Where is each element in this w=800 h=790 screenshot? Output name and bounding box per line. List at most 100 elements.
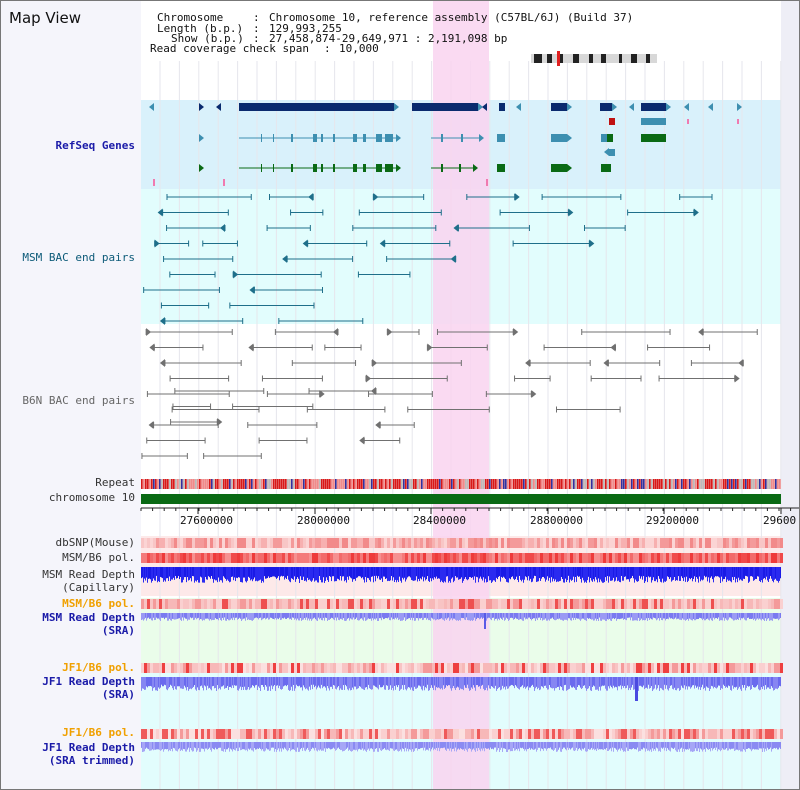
msm-read-depth-sra-bar [407, 613, 408, 620]
msm-read-depth-cap-bar [253, 567, 254, 580]
jf1-b6-pol-heat [363, 663, 366, 673]
msm-read-depth-sra-bar [213, 613, 214, 621]
msm-b6-pol-heat [627, 553, 630, 563]
track-label-jf1-read-depth-trim[interactable]: JF1 Read Depth [42, 741, 135, 754]
jf1-read-depth-trim-bar [740, 742, 741, 752]
dbsnp-heat [573, 538, 576, 548]
msm-read-depth-sra-bar [692, 613, 693, 621]
track-label-msm-bac[interactable]: MSM BAC end pairs [22, 251, 135, 264]
length-key: Length (b.p.) [157, 22, 244, 35]
jf1-read-depth-sra-bar [148, 677, 149, 687]
msm-read-depth-cap-bar [780, 567, 781, 579]
msm-read-depth-cap-bar [719, 567, 720, 578]
dbsnp-heat [720, 538, 723, 548]
dbsnp-heat [480, 538, 483, 548]
jf1-read-depth-sra-bar [145, 677, 146, 690]
msm-read-depth-sra-bar [754, 613, 755, 619]
jf1-read-depth-sra-bar [228, 677, 229, 690]
jf1-read-depth-trim-bar [247, 742, 248, 752]
msm-read-depth-cap-bar [555, 567, 556, 580]
msm-read-depth-cap-bar [489, 567, 490, 581]
track-label-msm-read-depth-sra[interactable]: MSM Read Depth [42, 611, 135, 624]
msm-read-depth-sra-bar [501, 613, 502, 619]
jf1-read-depth-sra-bar [328, 677, 329, 689]
track-label-b6n-bac[interactable]: B6N BAC end pairs [22, 394, 135, 407]
msm-b6-pol-sra-heat [411, 599, 414, 609]
msm-read-depth-cap-bar [194, 567, 195, 583]
msm-b6-pol-sra-heat [744, 599, 747, 609]
msm-b6-pol-heat [738, 553, 741, 563]
msm-read-depth-sra-bar [304, 613, 305, 618]
jf1-b6-pol-heat [546, 663, 549, 673]
msm-b6-pol-sra-heat [681, 599, 684, 609]
jf1-read-depth-sra-bar [279, 677, 280, 686]
msm-read-depth-sra-bar [348, 613, 349, 618]
msm-read-depth-cap-bar [709, 567, 710, 583]
dbsnp-heat [747, 538, 750, 548]
repeat-mark [767, 479, 769, 489]
jf1-read-depth-trim-bar [425, 742, 426, 751]
msm-b6-pol-sra-heat [168, 599, 171, 609]
jf1-read-depth-trim-bar [340, 742, 341, 751]
jf1-read-depth-trim-bar [278, 742, 279, 749]
msm-read-depth-sra-bar [640, 613, 641, 621]
msm-read-depth-cap-bar [571, 567, 572, 581]
jf1-b6-pol-trim-heat [621, 729, 624, 739]
jf1-read-depth-trim-bar [586, 742, 587, 752]
track-label-chromosome[interactable]: chromosome 10 [48, 491, 135, 504]
repeat-mark [643, 479, 645, 489]
jf1-read-depth-trim-bar [601, 742, 602, 750]
jf1-b6-pol-trim-heat [309, 729, 312, 739]
jf1-read-depth-sra-bar [571, 677, 572, 688]
track-label-dbsnp[interactable]: dbSNP(Mouse) [55, 536, 135, 549]
jf1-read-depth-trim-bar [520, 742, 521, 748]
track-label-refseq[interactable]: RefSeq Genes [55, 139, 135, 152]
jf1-b6-pol-trim-heat [726, 729, 729, 739]
jf1-b6-pol-trim-heat [765, 729, 768, 739]
jf1-read-depth-sra-bar [779, 677, 780, 686]
jf1-read-depth-trim-bar [229, 742, 230, 752]
jf1-read-depth-trim-bar [174, 742, 175, 749]
msm-b6-pol-heat [336, 553, 339, 563]
track-label-msm-b6-pol-sra[interactable]: MSM/B6 pol. [62, 597, 135, 610]
track-label-msm-b6-pol[interactable]: MSM/B6 pol. [62, 551, 135, 564]
jf1-b6-pol-trim-heat [405, 729, 408, 739]
track-label-msm-read-depth-cap[interactable]: MSM Read Depth [42, 568, 135, 581]
track-label-jf1-b6-pol[interactable]: JF1/B6 pol. [62, 661, 135, 674]
jf1-read-depth-sra-bar [298, 677, 299, 687]
jf1-read-depth-sra-bar [370, 677, 371, 690]
jf1-b6-pol-heat [261, 663, 264, 673]
jf1-b6-pol-trim-heat [273, 729, 276, 739]
msm-read-depth-cap-bar [475, 567, 476, 583]
track-label-jf1-b6-pol-trim[interactable]: JF1/B6 pol. [62, 726, 135, 739]
msm-b6-pol-sra-heat [693, 599, 696, 609]
msm-b6-pol-sra-heat [264, 599, 267, 609]
msm-read-depth-cap-bar [237, 567, 238, 579]
dbsnp-heat [465, 538, 468, 548]
track-label-repeat[interactable]: Repeat [95, 476, 135, 489]
msm-read-depth-cap-bar [735, 567, 736, 583]
jf1-read-depth-sra-bar [378, 677, 379, 690]
repeat-mark [347, 479, 349, 489]
gene-strand-arrow [396, 164, 401, 172]
jf1-read-depth-trim-bar [205, 742, 206, 749]
jf1-read-depth-trim-bar [148, 742, 149, 750]
jf1-read-depth-trim-bar [633, 742, 634, 749]
msm-read-depth-sra-bar [220, 613, 221, 620]
msm-b6-pol-sra-heat [366, 599, 369, 609]
jf1-b6-pol-trim-heat [459, 729, 462, 739]
jf1-b6-pol-heat [528, 663, 531, 673]
jf1-read-depth-sra-bar [591, 677, 592, 691]
msm-read-depth-sra-bar [301, 613, 302, 621]
track-label-jf1-read-depth-sra[interactable]: JF1 Read Depth [42, 675, 135, 688]
msm-read-depth-cap-bar [466, 567, 467, 580]
msm-read-depth-sra-bar [166, 613, 167, 618]
jf1-read-depth-sra-bar [209, 677, 210, 688]
msm-read-depth-sra-bar [720, 613, 721, 621]
repeat-mark [523, 479, 525, 489]
msm-b6-pol-sra-heat [486, 599, 489, 609]
bac-end-arrow [249, 286, 255, 294]
repeat-mark [689, 479, 691, 489]
repeat-mark [287, 479, 289, 489]
